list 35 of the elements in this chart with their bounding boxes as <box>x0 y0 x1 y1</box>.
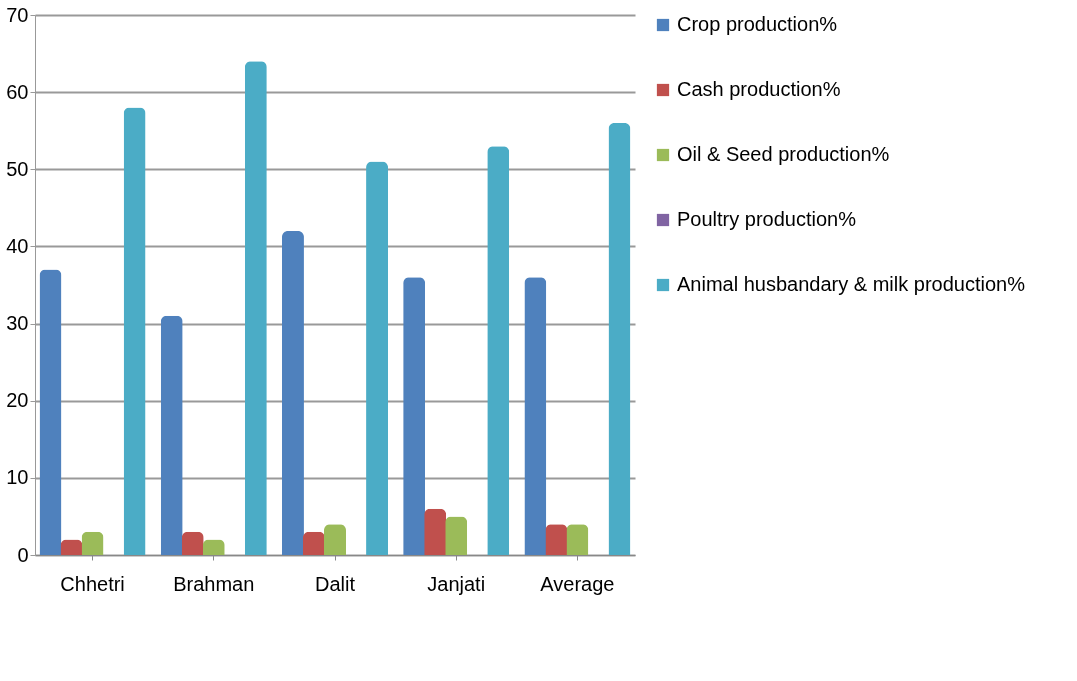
bar <box>566 524 589 555</box>
y-tick-label: 50 <box>6 157 29 180</box>
y-tick-label: 0 <box>17 543 29 566</box>
y-tick-label: 30 <box>6 312 29 335</box>
bar <box>123 107 146 555</box>
bar <box>39 269 62 555</box>
bar <box>281 231 304 555</box>
bar <box>302 531 325 555</box>
x-tick-label: Janjati <box>427 572 486 595</box>
legend-label: Animal husbandary & milk production% <box>677 273 1026 295</box>
y-tick-label: 40 <box>6 234 29 257</box>
y-tick-label: 60 <box>6 80 29 103</box>
legend-label: Cash production% <box>677 78 841 100</box>
x-tick-label: Chhetri <box>60 572 125 595</box>
x-tick-label: Dalit <box>314 572 356 595</box>
bar <box>424 508 447 555</box>
bar <box>324 524 346 555</box>
bar <box>403 277 426 555</box>
y-tick-label: 20 <box>6 389 29 412</box>
legend-label: Oil & Seed production% <box>677 143 890 165</box>
bar <box>244 61 267 555</box>
x-tick-label: Average <box>540 572 615 595</box>
bar <box>608 123 631 555</box>
y-tick-label: 10 <box>6 466 29 489</box>
bar <box>366 161 389 555</box>
bar <box>81 531 104 555</box>
x-tick-label: Brahman <box>173 572 255 595</box>
bar <box>524 277 547 555</box>
y-tick-label: 70 <box>6 3 29 26</box>
bar <box>445 516 468 555</box>
bar <box>487 146 510 555</box>
bar <box>181 531 204 555</box>
bar <box>160 315 183 555</box>
legend-label: Crop production% <box>677 13 838 35</box>
legend-label: Poultry production% <box>677 208 857 230</box>
